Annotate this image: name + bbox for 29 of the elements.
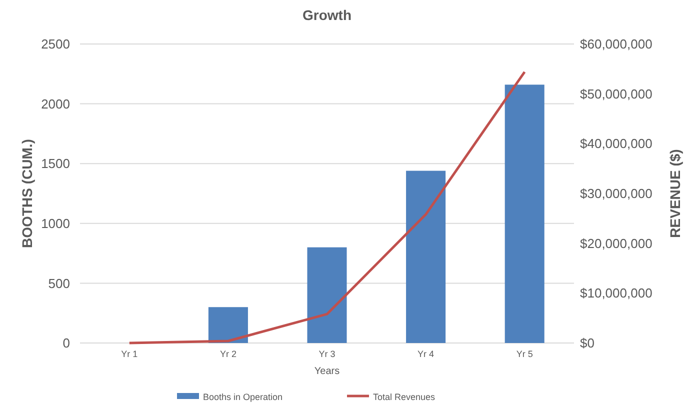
y-axis-title: BOOTHS (CUM.) xyxy=(19,139,35,248)
bar xyxy=(504,84,544,343)
line-series xyxy=(128,70,526,344)
y-tick-label: 500 xyxy=(48,276,70,291)
legend-label: Total Revenues xyxy=(373,392,436,402)
y2-tick-label: $50,000,000 xyxy=(580,86,652,102)
y-tick-label: 1500 xyxy=(41,156,70,172)
x-tick-label: Yr 1 xyxy=(121,349,138,359)
y-tick-label: 0 xyxy=(62,336,70,351)
y-tick-label: 2500 xyxy=(41,36,70,52)
y2-tick-label: $30,000,000 xyxy=(580,186,652,202)
y2-tick-label: $60,000,000 xyxy=(580,36,652,52)
y2-tick-label: $0 xyxy=(580,336,594,351)
x-tick-label: Yr 3 xyxy=(318,349,336,359)
bar xyxy=(406,170,446,343)
chart-title: Growth xyxy=(302,7,352,23)
bar xyxy=(307,247,347,343)
bar xyxy=(208,307,248,343)
y-tick-label: 2000 xyxy=(41,96,70,112)
x-tick-label: Yr 5 xyxy=(516,349,533,359)
y2-tick-label: $10,000,000 xyxy=(580,286,652,301)
y2-axis-title: REVENUE ($) xyxy=(667,149,683,238)
x-tick-label: Yr 2 xyxy=(220,349,236,359)
y-tick-label: 1000 xyxy=(41,216,70,231)
y2-tick-label: $20,000,000 xyxy=(580,236,652,251)
legend-label: Booths in Operation xyxy=(203,392,283,402)
x-axis-title: Years xyxy=(314,366,340,377)
x-tick-label: Yr 4 xyxy=(418,349,434,359)
y2-tick-label: $40,000,000 xyxy=(580,136,652,152)
